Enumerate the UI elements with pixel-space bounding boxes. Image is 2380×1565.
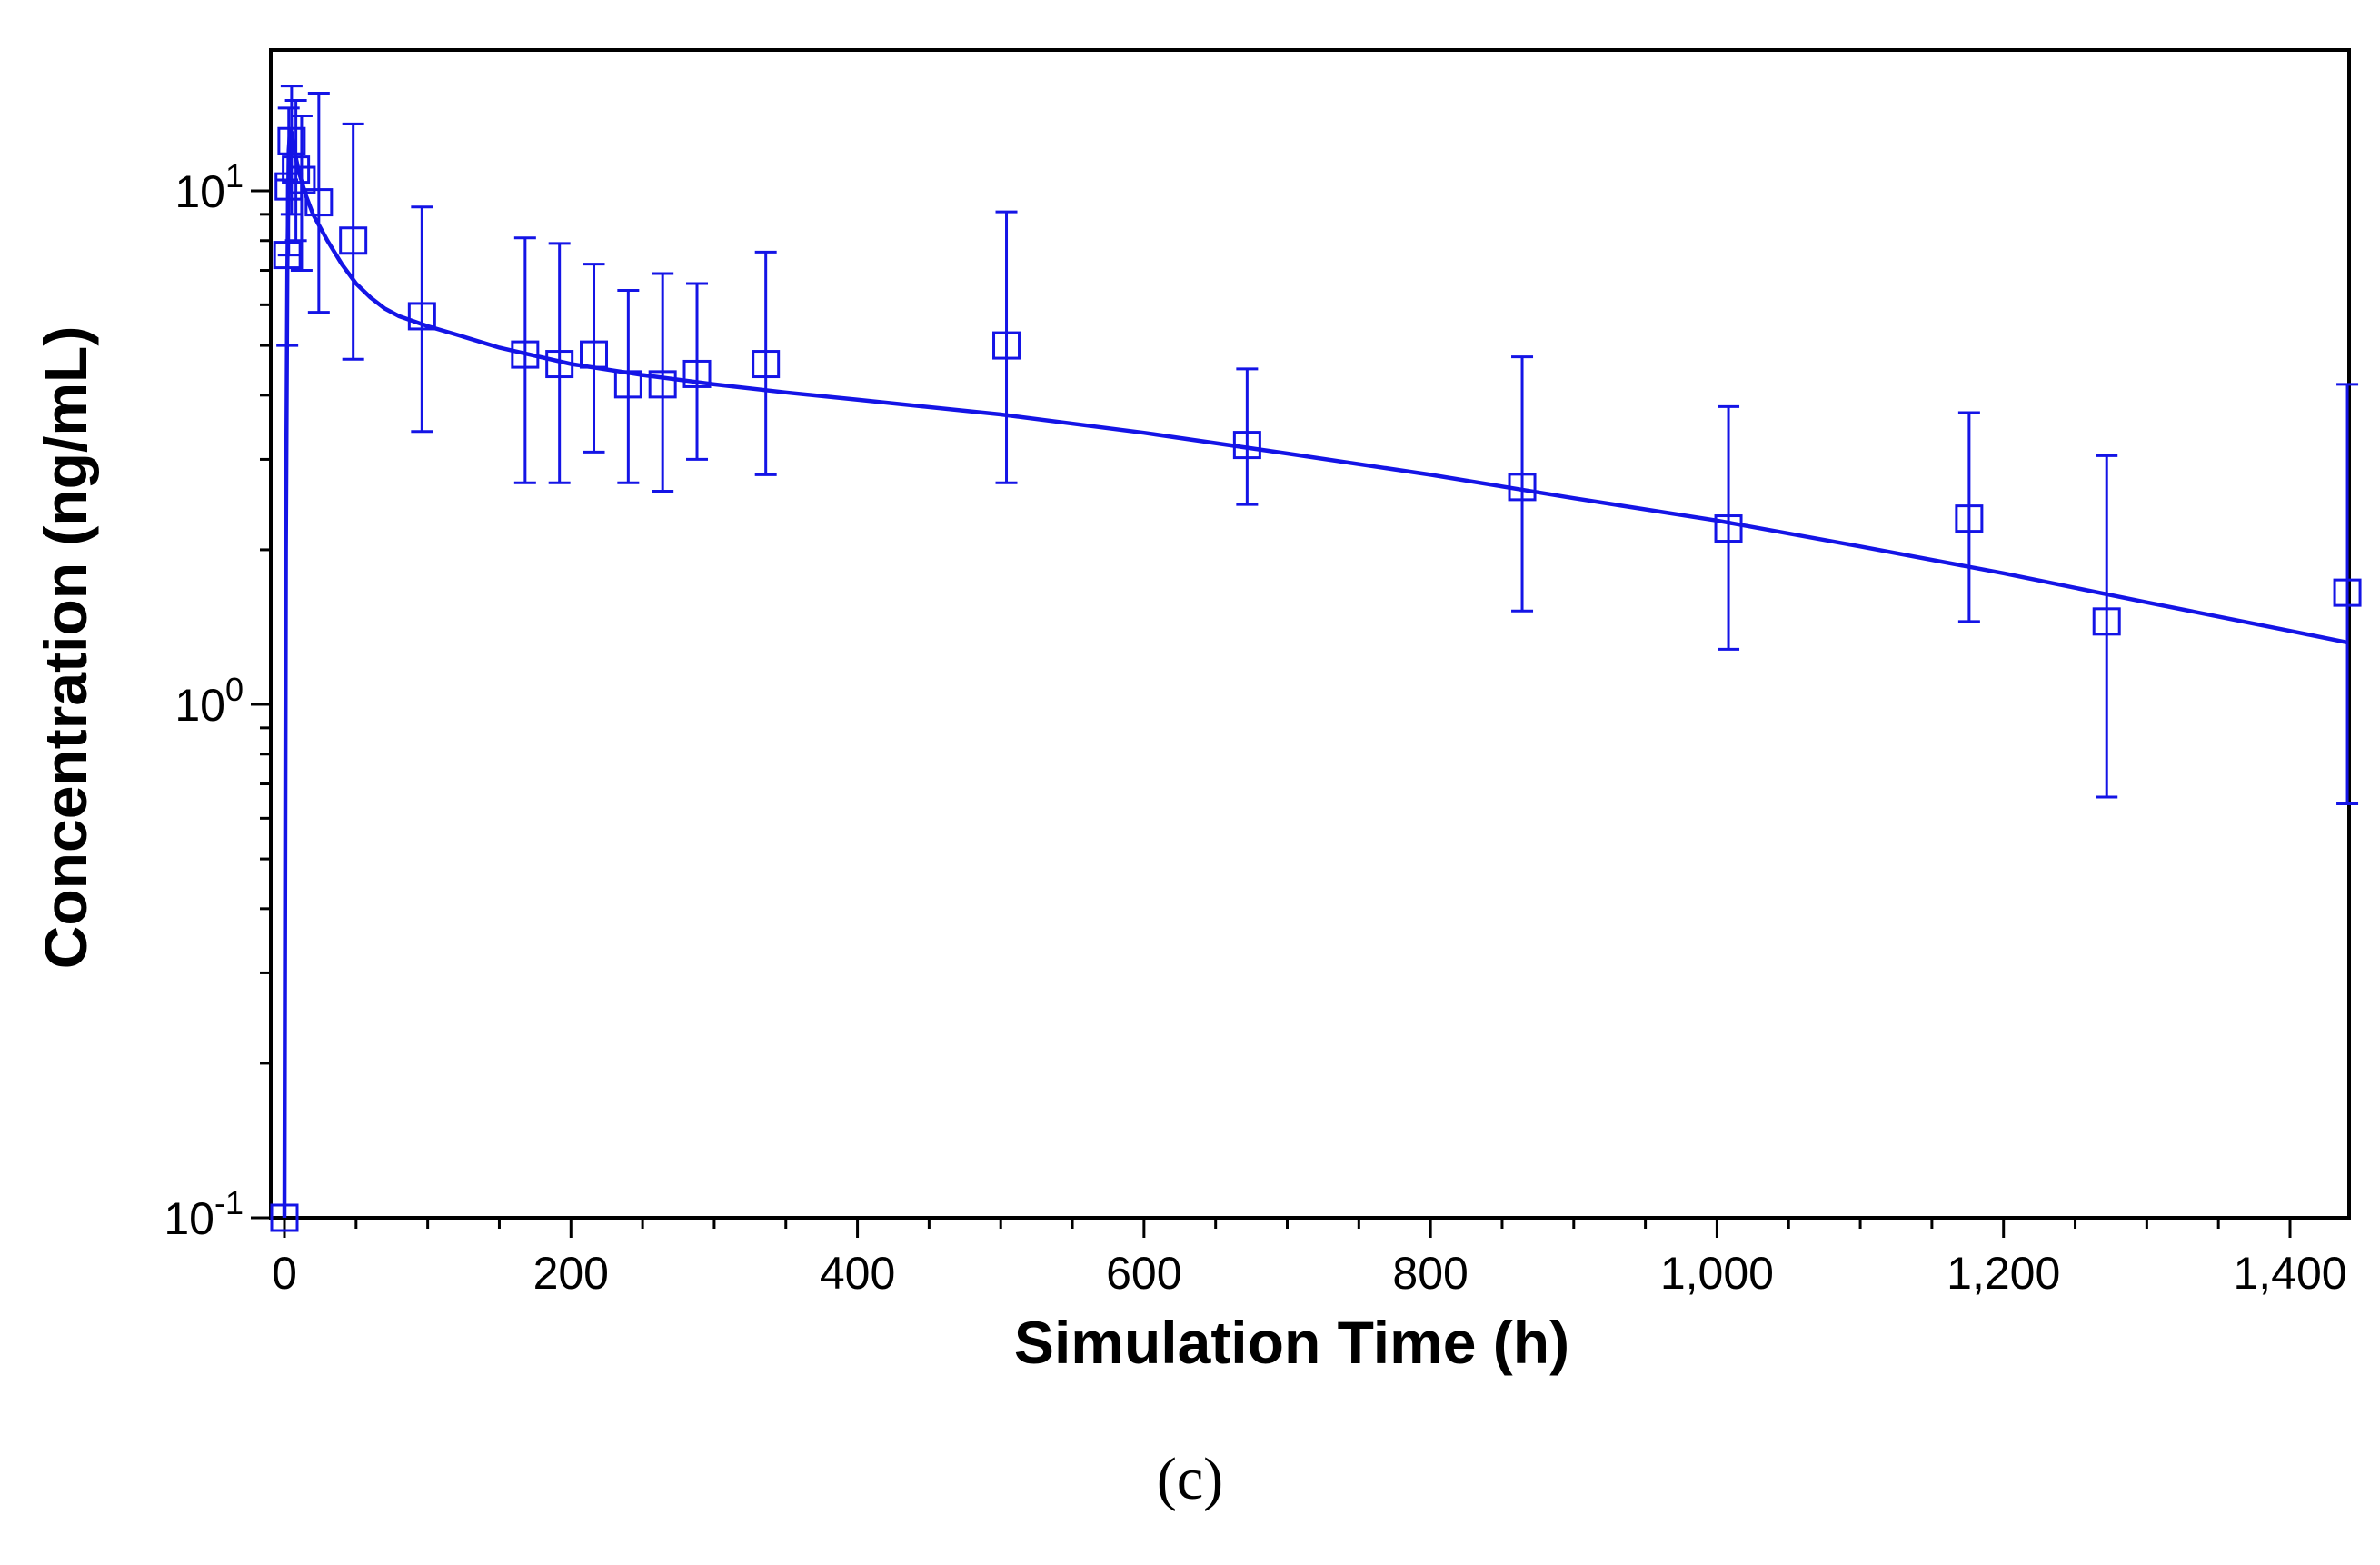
- x-axis-ticks: 0 200 400 600 800 1,000 1,200 1,400: [272, 1218, 2347, 1299]
- observed-point: [2333, 383, 2362, 806]
- observed-marker: [580, 340, 609, 369]
- observed-marker: [304, 188, 334, 217]
- x-tick-label: 800: [1392, 1248, 1468, 1299]
- observed-point: [339, 122, 368, 361]
- plot-area-frame: [269, 48, 2351, 1220]
- observed-marker: [273, 241, 302, 270]
- observed-marker: [511, 340, 540, 369]
- y-tick-label: 10-1: [164, 1184, 244, 1244]
- observed-marker: [992, 331, 1021, 360]
- observed-point: [270, 1203, 299, 1232]
- observed-marker: [752, 350, 781, 379]
- y-tick-label: 100: [174, 671, 244, 731]
- observed-marker: [270, 1203, 299, 1232]
- observed-point: [682, 282, 712, 461]
- observed-marker: [1955, 504, 1984, 533]
- observed-point: [1955, 411, 1984, 623]
- x-tick-label: 1,000: [1660, 1248, 1774, 1299]
- observed-point: [580, 263, 609, 454]
- x-tick-label: 600: [1106, 1248, 1181, 1299]
- x-tick-label: 400: [820, 1248, 895, 1299]
- observed-marker: [613, 370, 642, 399]
- observed-data-points: [270, 85, 2362, 1232]
- plot-content: [270, 85, 2362, 1232]
- observed-marker: [1232, 431, 1261, 460]
- observed-marker: [2333, 578, 2362, 607]
- panel-label: (c): [1156, 1446, 1224, 1512]
- observed-marker: [648, 370, 677, 399]
- observed-marker: [2092, 607, 2121, 636]
- observed-point: [1508, 355, 1537, 613]
- observed-point: [2092, 454, 2121, 799]
- observed-point: [1714, 404, 1743, 651]
- observed-marker: [407, 302, 436, 331]
- observed-point: [287, 114, 316, 273]
- x-tick-label: 0: [272, 1248, 297, 1299]
- x-tick-label: 1,200: [1947, 1248, 2060, 1299]
- observed-point: [304, 91, 334, 314]
- y-axis-title: Concentration (ng/mL): [32, 326, 99, 970]
- x-axis-title: Simulation Time (h): [1014, 1309, 1569, 1376]
- observed-point: [273, 178, 302, 347]
- y-axis-ticks: 10-1 100 101: [164, 157, 271, 1244]
- observed-point: [545, 242, 574, 484]
- observed-point: [282, 99, 311, 243]
- observed-point: [407, 205, 436, 434]
- observed-marker: [545, 350, 574, 379]
- observed-point: [992, 210, 1021, 484]
- observed-point: [511, 236, 540, 484]
- y-tick-label: 101: [174, 157, 244, 217]
- observed-marker: [1714, 514, 1743, 543]
- x-tick-label: 1,400: [2233, 1248, 2346, 1299]
- x-tick-label: 200: [533, 1248, 609, 1299]
- observed-marker: [682, 359, 712, 388]
- observed-marker: [339, 226, 368, 255]
- observed-point: [1232, 367, 1261, 506]
- observed-marker: [287, 165, 316, 194]
- observed-point: [613, 289, 642, 484]
- observed-marker: [277, 126, 306, 155]
- observed-point: [752, 250, 781, 476]
- observed-marker: [282, 155, 311, 184]
- observed-marker: [1508, 473, 1537, 502]
- observed-point: [648, 272, 677, 493]
